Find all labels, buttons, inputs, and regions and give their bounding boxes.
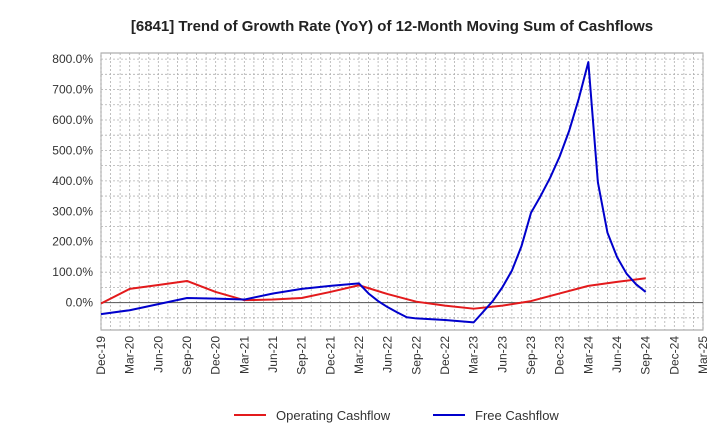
legend-label: Operating Cashflow: [276, 408, 391, 423]
x-tick-label: Dec-19: [94, 336, 108, 375]
x-tick-group: Mar-22: [352, 336, 366, 374]
y-tick-label: 100.0%: [52, 265, 93, 279]
x-tick-label: Jun-20: [151, 336, 165, 373]
x-tick-label: Sep-21: [295, 336, 309, 375]
legend-label: Free Cashflow: [475, 408, 559, 423]
x-tick-group: Dec-24: [667, 336, 681, 375]
x-tick-group: Jun-23: [495, 336, 509, 373]
series-line-1: [100, 61, 647, 324]
y-tick-label: 800.0%: [52, 52, 93, 66]
x-tick-label: Jun-24: [610, 336, 624, 373]
x-tick-group: Mar-20: [123, 336, 137, 374]
x-tick-group: Jun-24: [610, 336, 624, 373]
x-tick-label: Sep-23: [524, 336, 538, 375]
x-tick-group: Jun-22: [381, 336, 395, 373]
y-tick-label: 700.0%: [52, 83, 93, 97]
axes: 0.0% 100.0% 200.0% 300.0% 400.0% 500.0% 600.0%…: [52, 52, 710, 375]
x-tick-group: Dec-20: [209, 336, 223, 375]
x-tick-group: Sep-23: [524, 336, 538, 375]
series: [100, 61, 647, 324]
x-tick-label: Sep-22: [409, 336, 423, 375]
x-tick-group: Mar-24: [581, 336, 595, 374]
x-tick-label: Dec-20: [209, 336, 223, 375]
y-tick-label: 0.0%: [66, 296, 94, 310]
x-tick-group: Dec-21: [323, 336, 337, 375]
x-tick-label: Dec-23: [553, 336, 567, 375]
x-tick-group: Sep-21: [295, 336, 309, 375]
x-tick-label: Sep-24: [639, 336, 653, 375]
x-tick-group: Sep-20: [180, 336, 194, 375]
x-tick-label: Mar-22: [352, 336, 366, 374]
x-tick-label: Jun-22: [381, 336, 395, 373]
x-tick-label: Mar-23: [467, 336, 481, 374]
x-tick-group: Sep-24: [639, 336, 653, 375]
y-tick-label: 200.0%: [52, 235, 93, 249]
x-tick-label: Mar-24: [581, 336, 595, 374]
legend: Operating Cashflow Free Cashflow: [234, 408, 559, 423]
x-tick-group: Mar-23: [467, 336, 481, 374]
series-line-0: [100, 277, 646, 310]
y-tick-label: 300.0%: [52, 204, 93, 218]
x-tick-label: Mar-21: [237, 336, 251, 374]
y-tick-label: 500.0%: [52, 143, 93, 157]
x-tick-group: Sep-22: [409, 336, 423, 375]
y-tick-label: 400.0%: [52, 174, 93, 188]
x-tick-group: Dec-23: [553, 336, 567, 375]
x-tick-label: Mar-25: [696, 336, 710, 374]
x-tick-group: Jun-20: [151, 336, 165, 373]
x-tick-group: Jun-21: [266, 336, 280, 373]
y-tick-label: 600.0%: [52, 113, 93, 127]
x-tick-label: Jun-23: [495, 336, 509, 373]
x-tick-label: Dec-21: [323, 336, 337, 375]
x-tick-group: Mar-21: [237, 336, 251, 374]
x-tick-label: Jun-21: [266, 336, 280, 373]
x-tick-label: Mar-20: [123, 336, 137, 374]
chart-title: [6841] Trend of Growth Rate (YoY) of 12-…: [131, 18, 653, 35]
x-tick-group: Dec-22: [438, 336, 452, 375]
x-tick-label: Dec-24: [667, 336, 681, 375]
x-tick-group: Mar-25: [696, 336, 710, 374]
plot-area: [100, 52, 704, 331]
x-tick-label: Sep-20: [180, 336, 194, 375]
x-tick-label: Dec-22: [438, 336, 452, 375]
x-tick-group: Dec-19: [94, 336, 108, 375]
grid: [100, 52, 704, 331]
